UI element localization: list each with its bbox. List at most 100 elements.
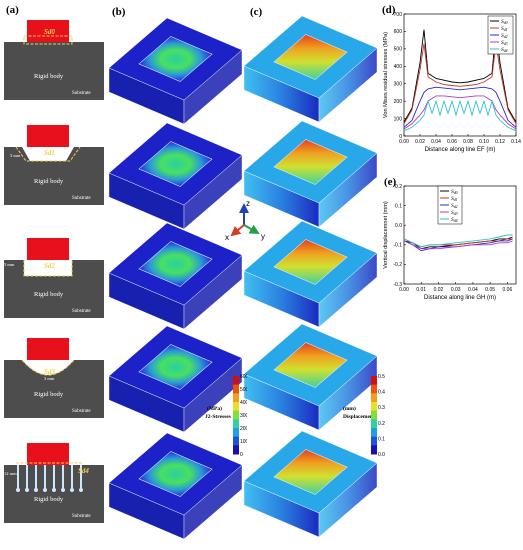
colorbar-swatch <box>371 384 377 394</box>
displacement-contour-0 <box>243 15 378 123</box>
stress-contour-1 <box>108 122 243 230</box>
y-tick-label: 0.0 <box>395 223 402 229</box>
x-axis-title: Distance along line EF (m) <box>425 147 496 153</box>
x-tick-label: 0.03 <box>451 287 461 293</box>
x-tick-label: 0.06 <box>503 287 513 293</box>
substrate-label: Substrate <box>72 196 91 201</box>
schematic-4: Sd4 Rigid body Substrate 12 mm <box>4 443 104 523</box>
bond-label: Sd3 <box>44 368 55 376</box>
solid-block <box>27 238 69 260</box>
pin-tip <box>70 488 74 492</box>
colorbar-tick: 600 <box>240 374 247 380</box>
colorbar-tick: 300 <box>240 413 247 419</box>
x-tick-label: 0.00 <box>399 287 409 293</box>
colorbar-swatch <box>233 393 239 403</box>
pin-tip <box>34 488 38 492</box>
colorbar-tick: 0.4 <box>378 390 385 396</box>
legend-label-Sd0: Sd0 <box>451 189 458 195</box>
x-tick-label: 0.10 <box>479 139 489 145</box>
panel-label-b: (b) <box>112 6 126 18</box>
colorbar-tick: 400 <box>240 400 247 406</box>
legend-label-Sd3: Sd3 <box>501 40 508 46</box>
substrate-body <box>4 465 104 523</box>
series-line-Sd3 <box>403 95 517 130</box>
bond-label: Sd2 <box>44 262 55 270</box>
bond-region <box>23 35 73 45</box>
stress-unit: (MPa) <box>207 405 222 412</box>
schematic-3: Sd3 Rigid body Substrate 3 mm <box>4 338 104 418</box>
dimension-label: 3 mm <box>10 153 21 158</box>
dimension-label: 3 mm <box>4 262 15 267</box>
bond-region <box>21 359 75 376</box>
colorbar-tick: 200 <box>240 426 247 432</box>
y-tick-label: -0.1 <box>393 243 402 249</box>
bond-zone <box>138 36 213 82</box>
colorbar-swatch <box>233 384 239 394</box>
chart-stress-ef: 0.00 0.02 0.04 0.06 0.08 0.10 0.12 0.14 0 100 200 3… <box>383 12 521 153</box>
colorbar-swatch <box>371 402 377 412</box>
legend-label-Sd3: Sd3 <box>451 210 458 216</box>
x-tick-label: 0.00 <box>399 139 409 145</box>
rigid-body-label: Rigid body <box>34 73 64 80</box>
substrate-label: Substrate <box>72 514 91 519</box>
bond-zone <box>273 239 348 285</box>
x-tick-label: 0.04 <box>468 287 478 293</box>
displacement-contour-4 <box>243 430 378 538</box>
pin-tip <box>52 488 56 492</box>
pin-tip <box>16 488 20 492</box>
colorbar-swatch <box>233 428 239 438</box>
displacement-contour-2 <box>243 220 378 328</box>
series-line-Sd4 <box>403 99 517 132</box>
coordinate-triad: z x y <box>225 199 265 242</box>
colorbar-swatch <box>371 393 377 403</box>
displacement-contour-3 <box>243 323 378 431</box>
colorbar-swatch <box>371 445 377 455</box>
displacement-contour-1 <box>243 120 378 228</box>
disp-unit: (mm) <box>343 405 356 412</box>
bond-label: Sd4 <box>78 467 89 475</box>
x-tick-label: 0.04 <box>431 139 441 145</box>
y-axis-label: y <box>261 232 265 241</box>
legend-label-Sd4: Sd4 <box>451 217 458 223</box>
y-tick-label: 0 <box>399 134 402 140</box>
x-tick-label: 0.05 <box>485 287 495 293</box>
colorbar-swatch <box>233 436 239 446</box>
schematic-column: Sd0 Rigid body Substrate Sd1 Rigid body Subst… <box>4 20 104 523</box>
bond-zone <box>138 451 213 497</box>
schematic-1: Sd1 Rigid body Substrate 3 mm <box>4 125 104 205</box>
y-tick-label: 700 <box>394 12 403 18</box>
colorbar-tick: 0.1 <box>378 436 385 442</box>
bond-zone <box>138 344 213 390</box>
z-axis-label: z <box>246 199 250 208</box>
colorbar-tick: 0.2 <box>378 421 385 427</box>
pin-tip <box>61 488 65 492</box>
panel-label-d: (d) <box>382 4 396 16</box>
colorbar-swatch <box>233 445 239 455</box>
stress-contour-2 <box>108 222 243 330</box>
x-tick-label: 0.02 <box>415 139 425 145</box>
colorbar-swatch <box>371 376 377 386</box>
pin-tip <box>43 488 47 492</box>
bond-region <box>15 146 81 162</box>
bond-zone <box>273 34 348 80</box>
schematic-0: Sd0 Rigid body Substrate <box>4 20 104 100</box>
y-tick-label: 600 <box>394 29 403 35</box>
substrate-body <box>4 260 104 318</box>
colorbar-swatch <box>233 410 239 420</box>
y-axis-title: Von Mises residual stresses (MPa) <box>383 32 389 118</box>
legend-label-Sd2: Sd2 <box>501 33 508 39</box>
colorbar-swatch <box>371 428 377 438</box>
bond-zone <box>138 241 213 287</box>
x-axis-title: Distance along line GH (m) <box>424 295 496 301</box>
colorbar-swatch <box>233 376 239 386</box>
rigid-body-label: Rigid body <box>34 496 64 503</box>
rigid-body-label: Rigid body <box>34 391 64 398</box>
bond-zone <box>273 139 348 185</box>
x-tick-label: 0.06 <box>447 139 457 145</box>
solid-block <box>27 338 69 360</box>
bond-label: Sd1 <box>44 149 55 157</box>
x-tick-label: 0.12 <box>495 139 505 145</box>
x-tick-label: 0.08 <box>463 139 473 145</box>
legend-label-Sd1: Sd1 <box>451 196 458 202</box>
x-tick-label: 0.02 <box>434 287 444 293</box>
